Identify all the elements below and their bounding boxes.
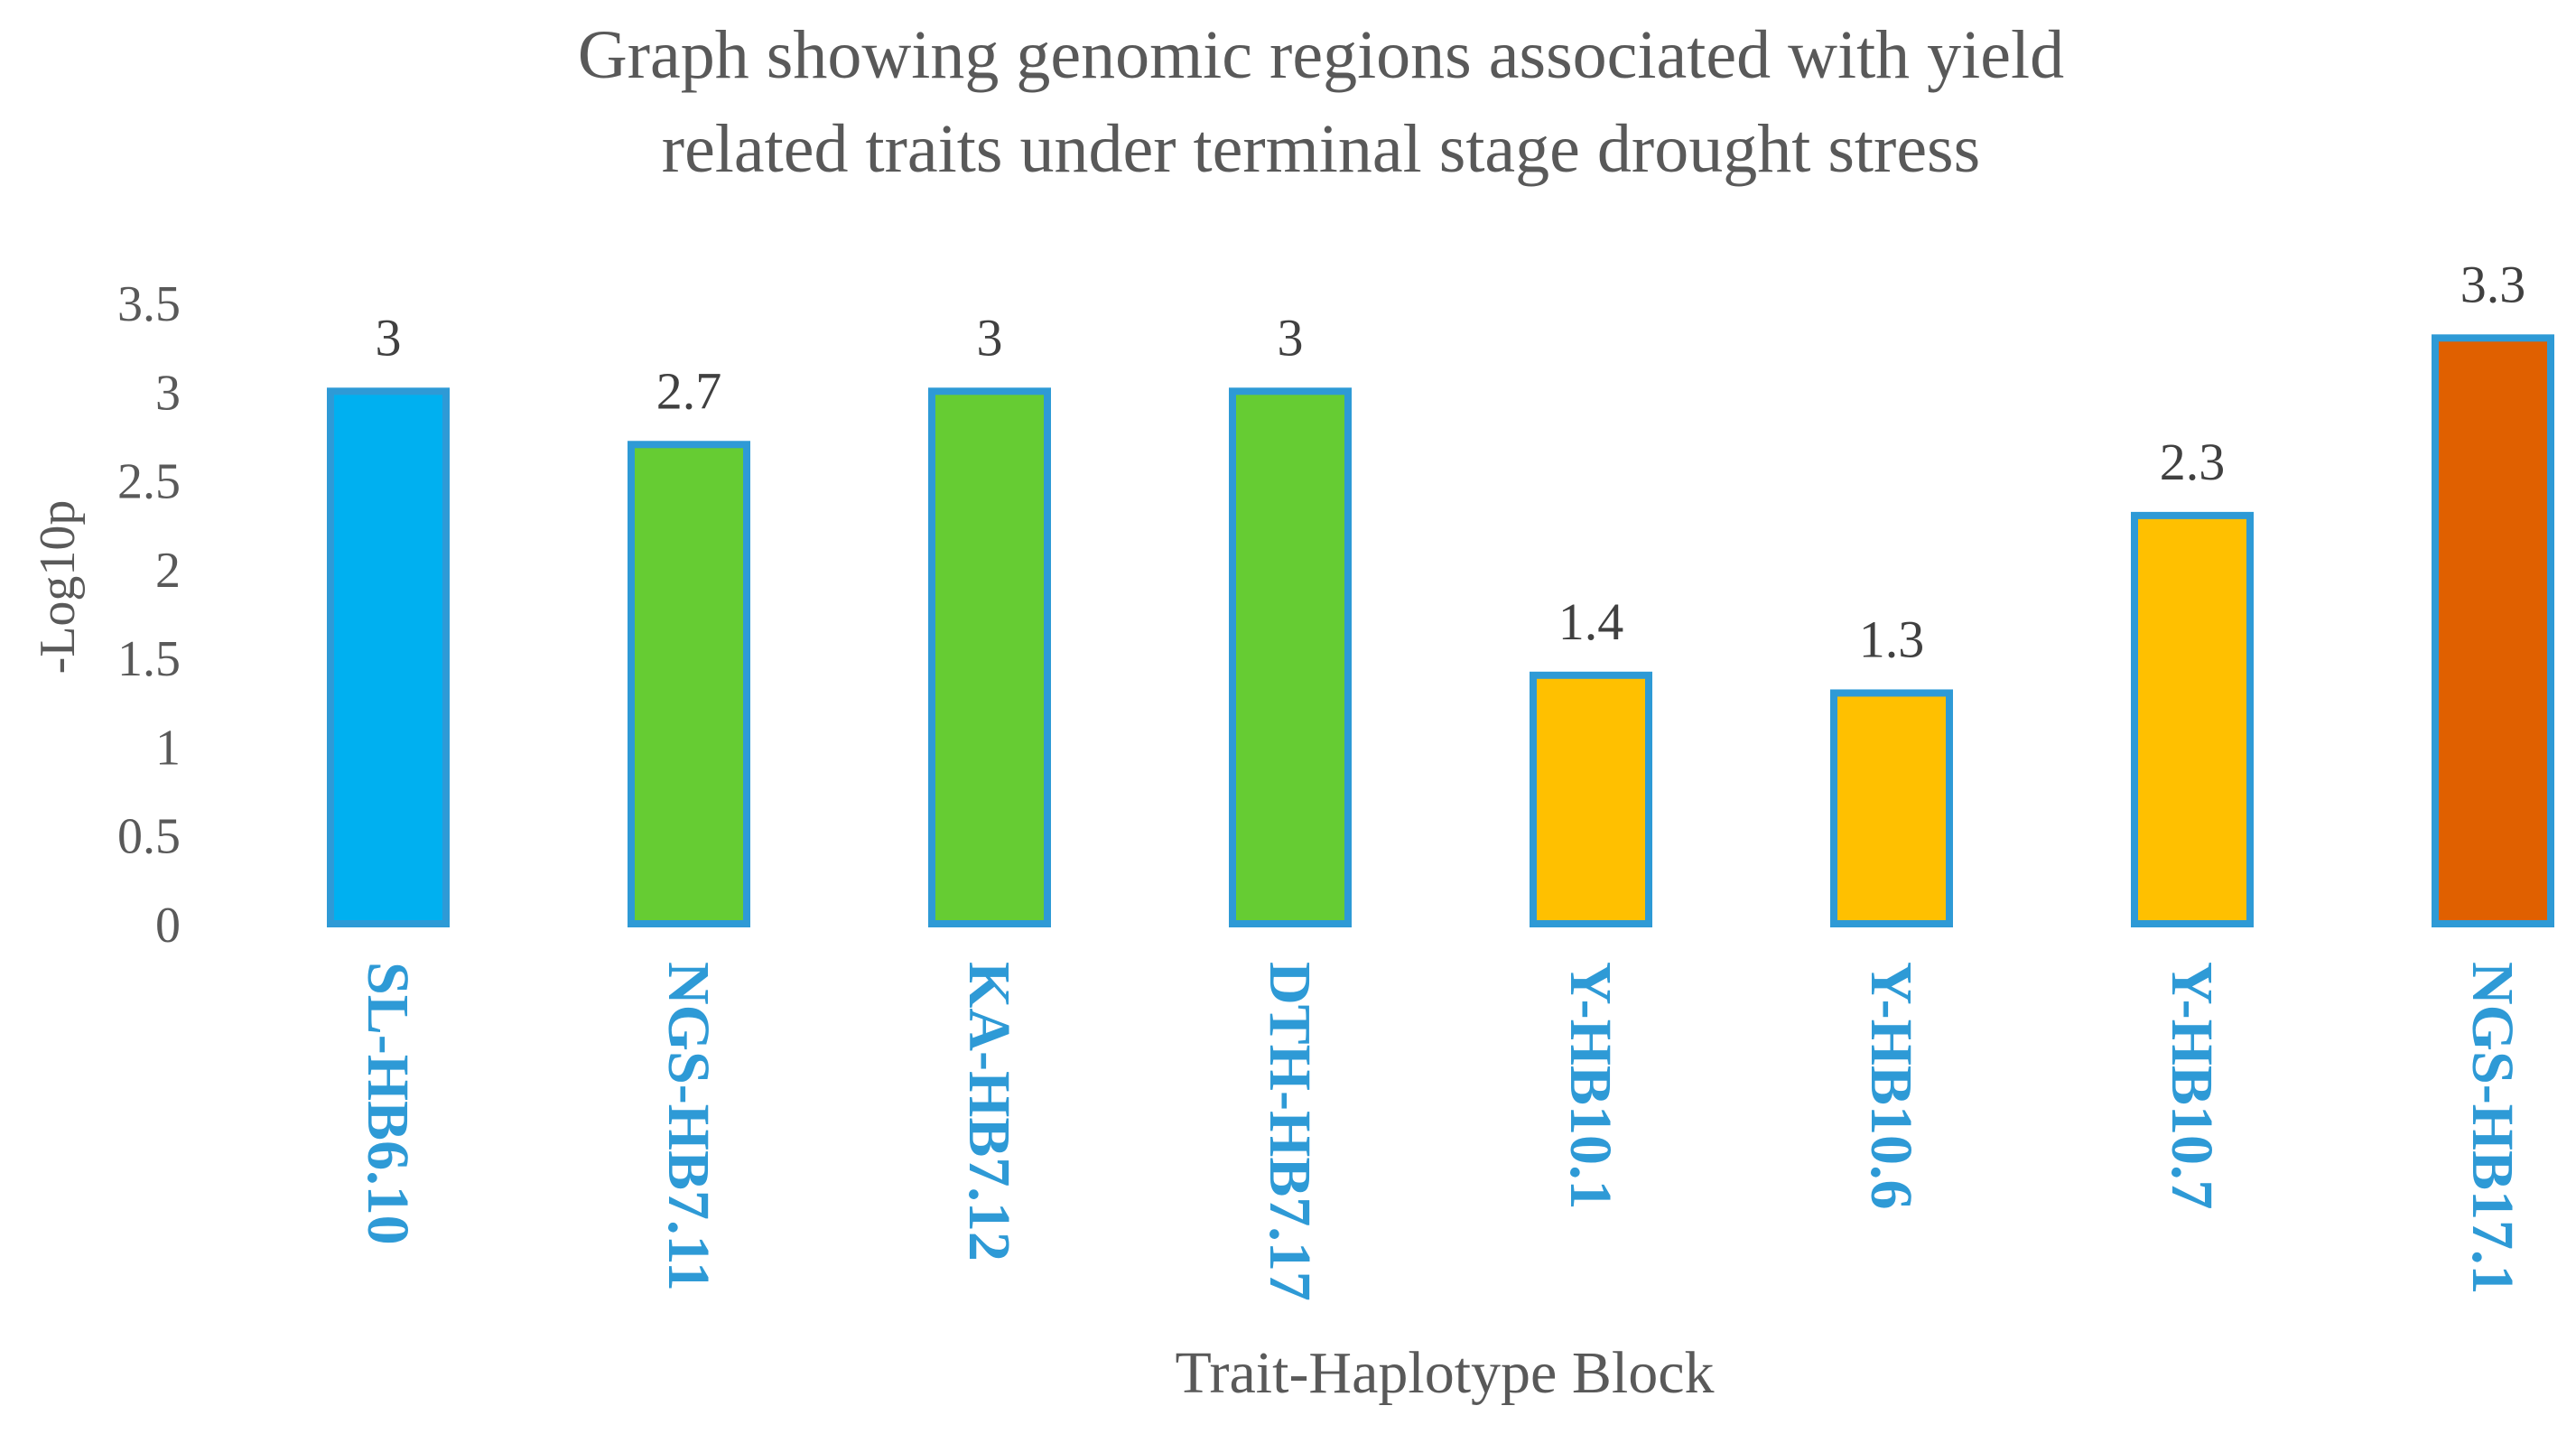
chart-title-line-2: related traits under terminal stage drou… bbox=[662, 111, 1980, 187]
y-tick-label: 2.5 bbox=[117, 454, 181, 510]
bar-ngs-hb7-11 bbox=[628, 441, 750, 927]
y-tick-label: 0 bbox=[155, 898, 181, 954]
bar-y-hb10-7 bbox=[2131, 511, 2254, 928]
x-axis-label: Trait-Haplotype Block bbox=[1176, 1340, 1715, 1406]
chart-title: Graph showing genomic regions associated… bbox=[578, 17, 2064, 187]
bar-dth-hb7-17 bbox=[1229, 387, 1352, 927]
y-tick-label: 3 bbox=[155, 365, 181, 421]
y-tick-label: 3.5 bbox=[117, 276, 181, 332]
chart-title-line-1: Graph showing genomic regions associated… bbox=[578, 17, 2064, 93]
y-axis-label: -Log10p bbox=[30, 500, 86, 675]
bar-y-hb10-1 bbox=[1530, 671, 1652, 927]
data-label: 3 bbox=[1278, 308, 1304, 367]
y-axis-ticks: 0 0.5 1 1.5 2 2.5 3 3.5 bbox=[117, 276, 181, 954]
bars bbox=[327, 334, 2554, 928]
y-tick-label: 2 bbox=[155, 543, 181, 599]
bar-ka-hb7-12 bbox=[928, 387, 1051, 927]
category-label: Y-HB10.7 bbox=[2159, 962, 2225, 1209]
data-label: 3 bbox=[376, 308, 402, 367]
data-label: 2.3 bbox=[2160, 433, 2226, 491]
category-label: KA-HB7.12 bbox=[956, 962, 1022, 1261]
category-label: NGS-HB7.11 bbox=[656, 962, 721, 1291]
bar-sl-hb6-10 bbox=[327, 387, 450, 927]
bar-ngs-hb17-1 bbox=[2432, 334, 2554, 928]
bar-y-hb10-6 bbox=[1830, 689, 1953, 928]
data-label: 3.3 bbox=[2460, 255, 2526, 313]
category-label: DTH-HB7.17 bbox=[1257, 962, 1323, 1301]
data-label: 3 bbox=[977, 308, 1003, 367]
x-axis-categories: SL-HB6.10 NGS-HB7.11 KA-HB7.12 DTH-HB7.17 Y-… bbox=[355, 962, 2525, 1301]
category-label: Y-HB10.6 bbox=[1858, 962, 1924, 1209]
data-label: 2.7 bbox=[656, 361, 722, 420]
data-label: 1.4 bbox=[1558, 592, 1624, 651]
data-label: 1.3 bbox=[1859, 610, 1925, 668]
y-tick-label: 0.5 bbox=[117, 809, 181, 865]
category-label: SL-HB6.10 bbox=[355, 962, 421, 1245]
y-tick-label: 1.5 bbox=[117, 631, 181, 687]
category-label: NGS-HB17.1 bbox=[2460, 962, 2525, 1295]
data-labels: 3 2.7 3 3 1.4 1.3 2.3 3.3 bbox=[376, 255, 2526, 668]
category-label: Y-HB10.1 bbox=[1558, 962, 1623, 1209]
y-tick-label: 1 bbox=[155, 720, 181, 776]
